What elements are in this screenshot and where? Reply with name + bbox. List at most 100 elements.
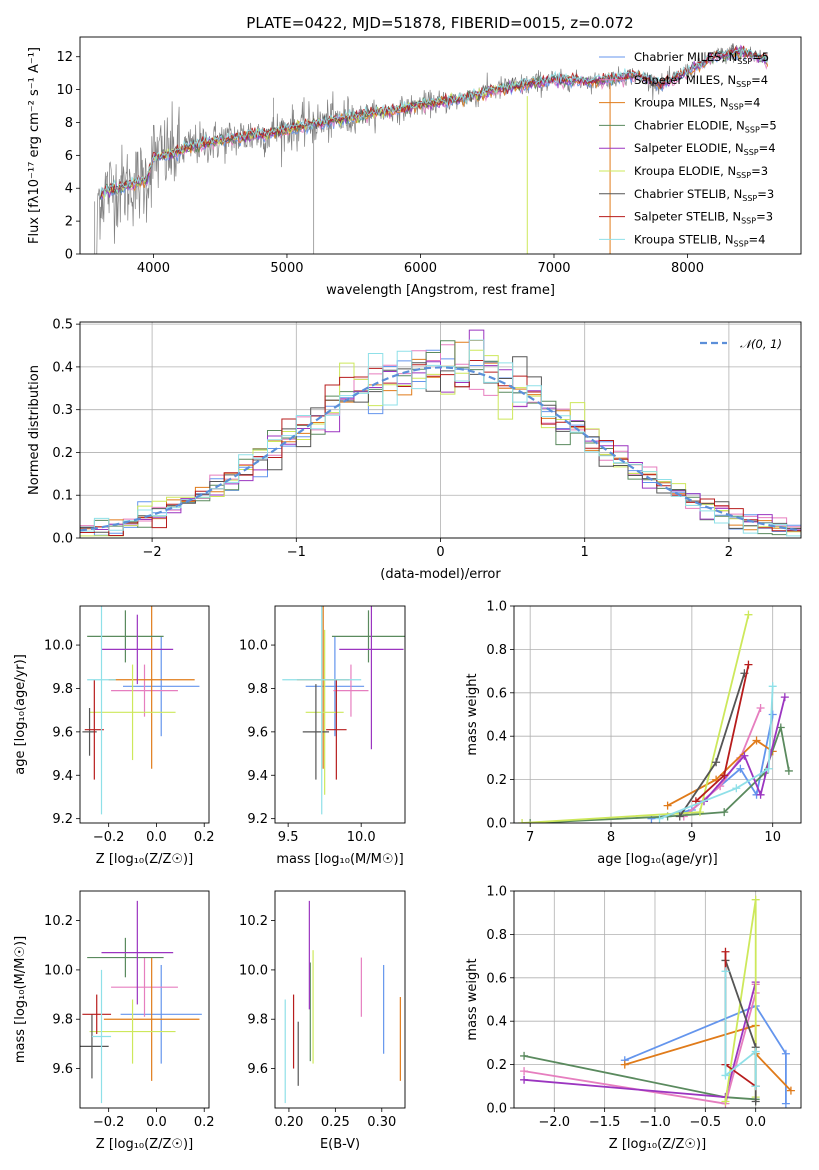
legend-value: =4 bbox=[749, 232, 766, 246]
y-axis-label: mass weight bbox=[465, 673, 480, 755]
x-tick-label: 6000 bbox=[404, 261, 437, 276]
y-tick-label: 12 bbox=[56, 50, 73, 65]
y-tick-label: 0.8 bbox=[486, 928, 507, 943]
y-tick-label: 4 bbox=[65, 182, 73, 197]
x-tick-label: 1 bbox=[581, 545, 589, 560]
y-tick-label: 9.4 bbox=[247, 769, 268, 784]
observed-spectrum bbox=[94, 44, 768, 254]
y-tick-label: 0.0 bbox=[52, 532, 73, 547]
plot-area bbox=[282, 606, 405, 815]
y-tick-label: 0.4 bbox=[486, 1015, 507, 1030]
legend-label: Salpeter MILES, NSSP=4 bbox=[634, 73, 768, 89]
x-tick-label: −0.2 bbox=[93, 1115, 125, 1130]
y-tick-label: 9.6 bbox=[247, 1062, 268, 1077]
x-tick-label: −1.5 bbox=[589, 1115, 621, 1130]
weight-marker bbox=[768, 710, 777, 719]
y-tick-label: 0.4 bbox=[486, 730, 507, 745]
weight-marker bbox=[751, 1047, 760, 1056]
panel-age_vs_Z: −0.2 0.0 0.2 9.2 9.4 9.6 9.8 10.0 Z [log₁₀(Z/Z☉)… bbox=[13, 605, 215, 867]
y-axis-label: Flux [fλ10⁻¹⁷ erg cm⁻² s⁻¹ A⁻¹] bbox=[27, 47, 42, 244]
weight-marker bbox=[721, 967, 730, 976]
y-axis-label: Normed distribution bbox=[27, 365, 42, 495]
y-tick-label: 0.3 bbox=[52, 403, 73, 418]
panel-age_vs_mass: 9.5 10.0 9.2 9.4 9.6 9.8 10.0 mass [log₁₀(M/M☉)… bbox=[239, 605, 406, 867]
y-tick-label: 0.2 bbox=[486, 1058, 507, 1073]
x-tick-label: 0.2 bbox=[194, 830, 215, 845]
x-tick-label: −2.0 bbox=[538, 1115, 570, 1130]
legend-label: Kroupa STELIB, NSSP=4 bbox=[634, 232, 765, 248]
x-tick-label: −0.2 bbox=[93, 830, 125, 845]
legend-value: =5 bbox=[752, 50, 769, 64]
x-tick-label: −1.0 bbox=[639, 1115, 671, 1130]
x-tick-label: 0.20 bbox=[274, 1115, 303, 1130]
x-tick-label: 0.0 bbox=[146, 1115, 167, 1130]
y-tick-label: 0.0 bbox=[486, 817, 507, 832]
y-tick-label: 10.0 bbox=[44, 639, 73, 654]
y-tick-label: 9.6 bbox=[52, 1062, 73, 1077]
normal-curve bbox=[80, 366, 801, 532]
plot-area bbox=[94, 43, 769, 254]
panel-weight_vs_age: 7 8 9 10 0.0 0.2 0.4 0.6 0.8 1.0 age [log₁₀(age/yr… bbox=[465, 600, 802, 867]
x-axis-label: (data-model)/error bbox=[380, 567, 501, 582]
weight-line-9 bbox=[659, 686, 774, 820]
y-tick-label: 1.0 bbox=[486, 600, 507, 615]
x-tick-label: 0.2 bbox=[194, 1115, 215, 1130]
weight-marker bbox=[786, 1086, 795, 1095]
weight-marker bbox=[655, 814, 664, 823]
legend-label: 𝒩(0, 1) bbox=[740, 337, 782, 351]
x-tick-label: 0.0 bbox=[745, 1115, 766, 1130]
weight-marker bbox=[520, 1075, 529, 1084]
residual-histogram-7 bbox=[80, 356, 801, 536]
x-axis-label: Z [log₁₀(Z/Z☉)] bbox=[96, 1137, 193, 1152]
legend-subscript: SSP bbox=[736, 80, 751, 89]
weight-marker bbox=[695, 808, 704, 817]
y-tick-label: 9.4 bbox=[52, 769, 73, 784]
legend-label: Salpeter ELODIE, NSSP=4 bbox=[634, 141, 776, 157]
plot-area bbox=[82, 606, 200, 815]
y-tick-label: 0.5 bbox=[52, 318, 73, 333]
weight-marker bbox=[720, 771, 729, 780]
plot-area bbox=[518, 610, 793, 823]
weight-marker bbox=[768, 682, 777, 691]
x-tick-label: 10 bbox=[764, 830, 781, 845]
x-axis-label: E(B-V) bbox=[320, 1137, 360, 1152]
y-tick-label: 1.0 bbox=[486, 885, 507, 900]
y-tick-label: 0.6 bbox=[486, 686, 507, 701]
weight-line-9 bbox=[724, 971, 757, 1087]
legend: Chabrier MILES, NSSP=5 Salpeter MILES, NS… bbox=[599, 50, 777, 248]
x-axis-label: mass [log₁₀(M/M☉)] bbox=[276, 852, 403, 867]
panel-mass_vs_Z: −0.2 0.0 0.2 9.6 9.8 10.0 10.2 Z [log₁₀(Z/Z☉)] m… bbox=[13, 890, 215, 1152]
y-tick-label: 9.2 bbox=[52, 812, 73, 827]
weight-marker bbox=[518, 819, 527, 823]
weight-marker bbox=[744, 660, 753, 669]
weight-marker bbox=[721, 947, 730, 956]
y-tick-label: 0.0 bbox=[486, 1102, 507, 1117]
legend-label: Chabrier ELODIE, NSSP=5 bbox=[634, 118, 777, 134]
x-tick-label: 0.25 bbox=[321, 1115, 350, 1130]
weight-marker bbox=[721, 1097, 730, 1106]
weight-marker bbox=[712, 758, 721, 767]
y-tick-label: 10.0 bbox=[44, 963, 73, 978]
x-tick-label: 0.0 bbox=[146, 830, 167, 845]
plot-area bbox=[80, 900, 202, 1104]
x-axis-label: Z [log₁₀(Z/Z☉)] bbox=[96, 852, 193, 867]
y-tick-label: 0.2 bbox=[486, 773, 507, 788]
legend-subscript: SSP bbox=[742, 194, 757, 203]
y-tick-label: 0.1 bbox=[52, 489, 73, 504]
y-axis-label: mass [log₁₀(M/M☉)] bbox=[13, 936, 28, 1063]
weight-marker bbox=[781, 1049, 790, 1058]
x-tick-label: 5000 bbox=[270, 261, 303, 276]
legend-label: Chabrier MILES, NSSP=5 bbox=[634, 50, 769, 66]
plot-area bbox=[80, 329, 801, 537]
axes-frame bbox=[79, 605, 210, 824]
weight-marker bbox=[756, 703, 765, 712]
y-tick-label: 10.0 bbox=[239, 963, 268, 978]
weight-marker bbox=[526, 819, 535, 823]
y-tick-label: 8 bbox=[65, 116, 73, 131]
x-tick-label: 0 bbox=[436, 545, 444, 560]
weight-marker bbox=[751, 1082, 760, 1091]
legend-value: =3 bbox=[756, 210, 773, 224]
x-tick-label: 7 bbox=[526, 830, 534, 845]
x-tick-label: −2 bbox=[143, 545, 162, 560]
